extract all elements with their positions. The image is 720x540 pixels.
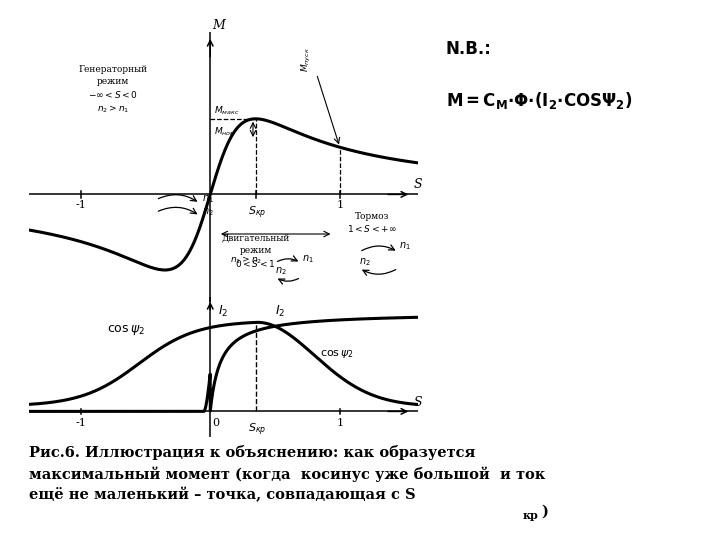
Text: $n_2$: $n_2$ [275, 266, 287, 278]
Text: $I_2$: $I_2$ [275, 303, 285, 319]
Text: $\mathbf{M = C_M{\bullet}\Phi{\bullet}(I_2{\bullet}COS\Psi_2)}$: $\mathbf{M = C_M{\bullet}\Phi{\bullet}(I… [446, 90, 632, 111]
Text: ): ) [541, 504, 549, 518]
Text: 1: 1 [336, 417, 343, 428]
Text: 0: 0 [212, 417, 219, 428]
Text: $\cos\psi_2$: $\cos\psi_2$ [107, 323, 145, 338]
Text: Тормоз
$1 < S < +\infty$: Тормоз $1 < S < +\infty$ [348, 212, 397, 234]
Text: Генераторный
режим
$-\infty < S < 0$
$n_2 > n_1$: Генераторный режим $-\infty < S < 0$ $n_… [78, 65, 148, 115]
Text: $n_2$: $n_2$ [359, 256, 371, 268]
Text: $n_2$: $n_2$ [202, 206, 214, 218]
Text: 1: 1 [336, 200, 343, 210]
Text: M: M [212, 19, 225, 32]
Text: $M_{ном}$: $M_{ном}$ [214, 126, 236, 138]
Text: $n_1$: $n_1$ [202, 194, 215, 205]
Text: N.B.:: N.B.: [446, 40, 492, 58]
Text: $\cos\psi_2$: $\cos\psi_2$ [320, 348, 354, 360]
Text: $n_1$: $n_1$ [302, 253, 314, 265]
Text: $M_{пуск}$: $M_{пуск}$ [300, 47, 312, 72]
Text: Рис.6. Иллюстрация к объяснению: как образуется
максимальный момент (когда  коси: Рис.6. Иллюстрация к объяснению: как обр… [29, 446, 545, 503]
Text: $n_1 > n_2$: $n_1 > n_2$ [230, 255, 262, 266]
Text: S: S [414, 178, 423, 191]
Text: $n_1$: $n_1$ [400, 240, 411, 252]
Text: -1: -1 [75, 417, 86, 428]
Text: S: S [414, 396, 423, 409]
Text: $S_{кр}$: $S_{кр}$ [248, 422, 266, 438]
Text: Двигательный
режим
$0 < S < 1$: Двигательный режим $0 < S < 1$ [222, 234, 289, 269]
Text: $S_{кр}$: $S_{кр}$ [248, 204, 266, 221]
Text: $I_2$: $I_2$ [218, 303, 228, 319]
Text: кр: кр [523, 510, 539, 521]
Text: -1: -1 [75, 200, 86, 210]
Text: $M_{макс}$: $M_{макс}$ [214, 105, 240, 117]
